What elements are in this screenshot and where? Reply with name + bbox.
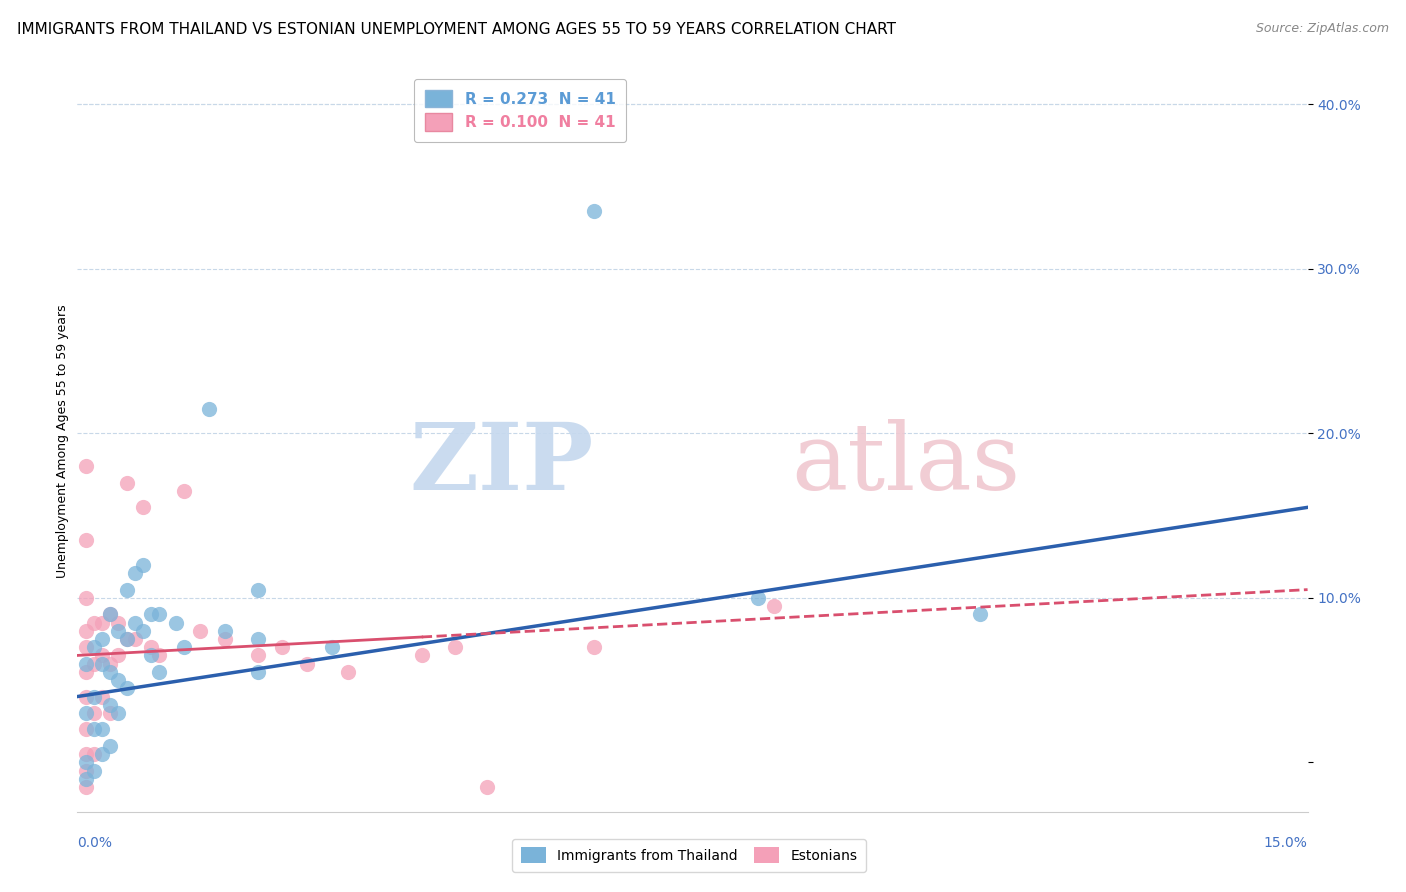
Point [173,483,195,498]
Point [246,665,269,679]
Text: IMMIGRANTS FROM THAILAND VS ESTONIAN UNEMPLOYMENT AMONG AGES 55 TO 59 YEARS CORR: IMMIGRANTS FROM THAILAND VS ESTONIAN UNE… [17,22,896,37]
Point [90,648,114,663]
Point [83,723,105,737]
Point [295,657,318,671]
Point [132,500,155,515]
Point [477,780,499,794]
Point [107,624,129,638]
Point [98,665,121,679]
Point [124,566,146,581]
Point [115,632,138,646]
Text: 0.0%: 0.0% [77,836,112,850]
Point [107,673,129,687]
Point [197,401,219,416]
Point [115,582,138,597]
Point [124,615,146,630]
Legend: Immigrants from Thailand, Estonians: Immigrants from Thailand, Estonians [512,839,866,871]
Point [321,640,343,655]
Point [90,615,114,630]
Point [246,582,269,597]
Point [83,657,105,671]
Point [75,780,97,794]
Point [141,640,163,655]
Text: Source: ZipAtlas.com: Source: ZipAtlas.com [1256,22,1389,36]
Point [763,599,786,613]
Point [90,632,114,646]
Text: 15.0%: 15.0% [1264,836,1308,850]
Point [75,690,97,704]
Point [214,632,236,646]
Point [107,706,129,720]
Point [141,648,163,663]
Point [83,706,105,720]
Y-axis label: Unemployment Among Ages 55 to 59 years: Unemployment Among Ages 55 to 59 years [56,305,69,578]
Point [83,747,105,761]
Point [75,624,97,638]
Point [173,640,195,655]
Point [747,591,769,605]
Point [969,607,991,622]
Point [98,706,121,720]
Point [98,657,121,671]
Point [107,615,129,630]
Point [271,640,294,655]
Point [148,648,170,663]
Point [115,632,138,646]
Point [165,615,187,630]
Point [98,607,121,622]
Point [75,533,97,548]
Point [75,665,97,679]
Point [83,764,105,778]
Point [90,723,114,737]
Point [124,632,146,646]
Point [75,706,97,720]
Point [337,665,360,679]
Point [115,475,138,490]
Point [188,624,212,638]
Point [246,632,269,646]
Point [83,640,105,655]
Point [75,459,97,474]
Point [90,690,114,704]
Point [75,747,97,761]
Point [246,648,269,663]
Point [75,764,97,778]
Point [75,591,97,605]
Point [90,747,114,761]
Point [214,624,236,638]
Point [132,558,155,572]
Point [115,681,138,696]
Point [83,690,105,704]
Point [90,657,114,671]
Point [583,204,606,219]
Point [411,648,433,663]
Point [75,723,97,737]
Point [443,640,465,655]
Point [75,772,97,786]
Point [107,648,129,663]
Text: atlas: atlas [792,418,1021,508]
Point [141,607,163,622]
Legend: R = 0.273  N = 41, R = 0.100  N = 41: R = 0.273 N = 41, R = 0.100 N = 41 [415,79,626,142]
Point [148,607,170,622]
Point [583,640,606,655]
Point [83,615,105,630]
Point [98,698,121,712]
Point [75,640,97,655]
Point [132,624,155,638]
Point [75,657,97,671]
Point [98,607,121,622]
Text: ZIP: ZIP [409,418,595,508]
Point [148,665,170,679]
Point [75,756,97,770]
Point [98,739,121,753]
